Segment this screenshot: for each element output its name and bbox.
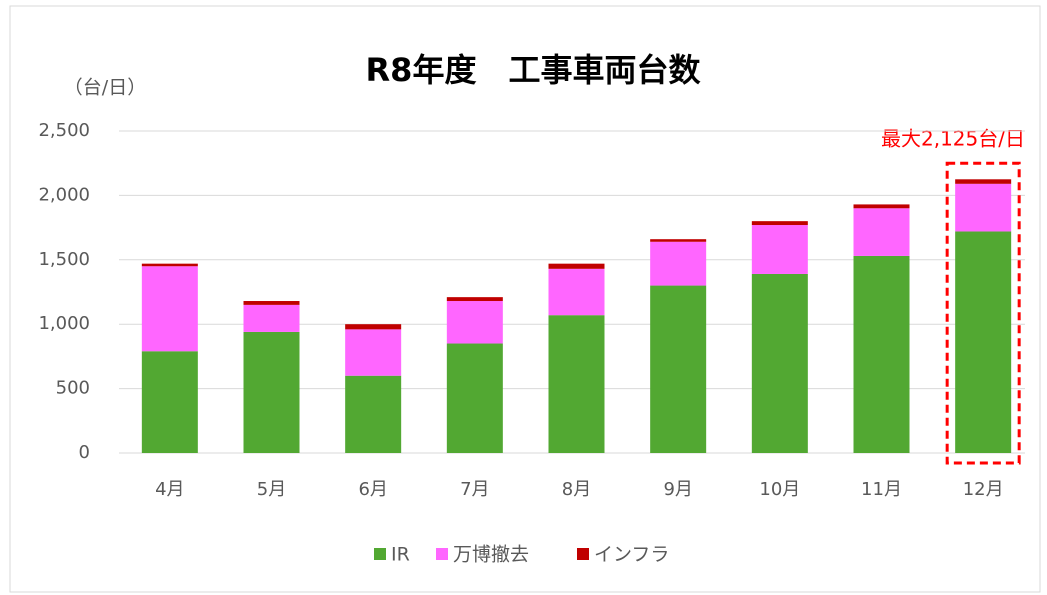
bar-segment bbox=[345, 329, 402, 376]
bar-segment bbox=[243, 304, 300, 332]
annotation: 最大2,125台/日 bbox=[881, 127, 1025, 151]
bar-segment bbox=[955, 183, 1012, 232]
bar-segment bbox=[650, 241, 707, 286]
bar-segment bbox=[853, 204, 910, 209]
x-tick-label: 6月 bbox=[358, 479, 387, 500]
chart-title: R8年度 工事車両台数 bbox=[366, 51, 702, 89]
x-tick-label: 7月 bbox=[460, 479, 489, 500]
x-tick-label: 11月 bbox=[861, 479, 902, 500]
legend-swatch bbox=[577, 548, 589, 560]
bar-segment bbox=[548, 268, 605, 316]
y-tick-label: 2,000 bbox=[38, 184, 90, 205]
legend-label: 万博撤去 bbox=[453, 544, 529, 566]
bar-segment bbox=[853, 255, 910, 453]
legend-swatch bbox=[374, 548, 386, 560]
bar-segment bbox=[243, 301, 300, 305]
bar-segment bbox=[853, 208, 910, 256]
bar-segment bbox=[141, 351, 198, 453]
bar-segment bbox=[751, 221, 808, 226]
y-tick-label: 500 bbox=[56, 378, 90, 399]
bar-segment bbox=[751, 273, 808, 453]
x-tick-label: 10月 bbox=[759, 479, 800, 500]
bar-segment bbox=[446, 343, 503, 453]
bar-segment bbox=[446, 297, 503, 302]
y-tick-label: 0 bbox=[79, 442, 90, 463]
bar-segment bbox=[345, 324, 402, 330]
y-axis-label: （台/日） bbox=[64, 77, 146, 99]
bar-segment bbox=[141, 263, 198, 267]
y-tick-label: 1,500 bbox=[38, 249, 90, 270]
bar-segment bbox=[243, 331, 300, 453]
x-tick-label: 12月 bbox=[963, 479, 1004, 500]
x-tick-label: 5月 bbox=[257, 479, 286, 500]
bar-segment bbox=[751, 225, 808, 274]
bar-segment bbox=[548, 315, 605, 453]
bar-segment bbox=[548, 263, 605, 269]
y-tick-label: 2,500 bbox=[38, 120, 90, 141]
y-tick-label: 1,000 bbox=[38, 313, 90, 334]
highlight-box bbox=[945, 161, 1021, 465]
bar-segment bbox=[650, 239, 707, 242]
bar-segment bbox=[650, 285, 707, 453]
bar-segment bbox=[345, 375, 402, 453]
bar-segment bbox=[955, 179, 1012, 184]
x-tick-label: 9月 bbox=[663, 479, 692, 500]
bar-segment bbox=[141, 266, 198, 352]
bar-segment bbox=[955, 231, 1012, 453]
bar-segment bbox=[446, 301, 503, 344]
legend-label: インフラ bbox=[594, 544, 669, 566]
x-tick-label: 8月 bbox=[562, 479, 591, 500]
legend-swatch bbox=[436, 548, 448, 560]
legend-label: IR bbox=[391, 544, 410, 566]
x-tick-label: 4月 bbox=[155, 479, 184, 500]
